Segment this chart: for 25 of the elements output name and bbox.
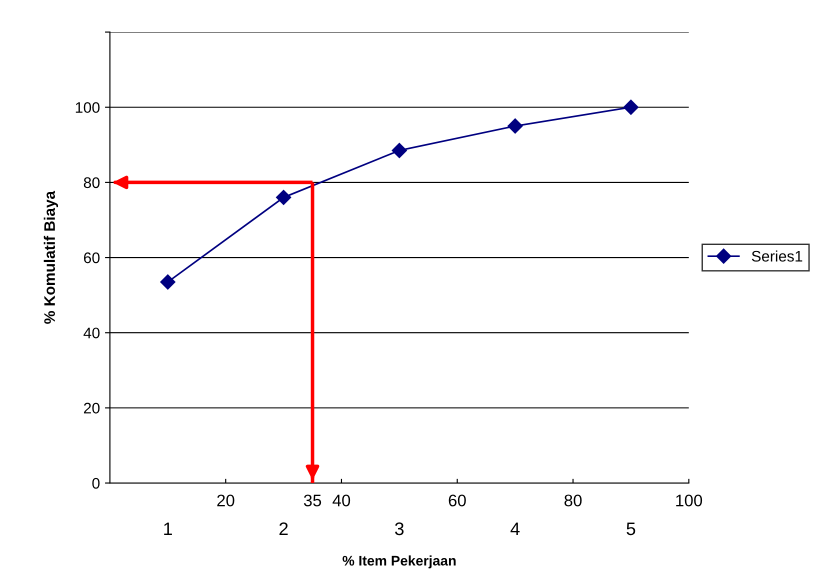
point	[160, 274, 176, 290]
point	[508, 118, 523, 134]
x-tick-label: 4	[510, 522, 520, 536]
x2-tick-label: 60	[448, 494, 466, 506]
x2-tick-label: 40	[332, 494, 350, 506]
x-tick-label: 3	[395, 522, 404, 536]
y-tick-label: 20	[84, 402, 100, 414]
x2-tick-label: 20	[217, 494, 234, 506]
x2-tick-label: 35	[304, 494, 322, 506]
x2-tick-label: 80	[564, 494, 582, 506]
x2-tick-label: 100	[676, 494, 702, 506]
x-tick-label: 1	[164, 522, 172, 536]
y-tick-label: 100	[76, 102, 100, 113]
x-axis-title: % Item Pekerjaan	[342, 555, 456, 568]
y-axis-title: % Komulatif Biaya	[44, 190, 58, 324]
y-tick-label: 80	[84, 177, 100, 188]
legend-label: Series1	[752, 250, 802, 262]
y-tick-label: 60	[84, 252, 100, 264]
x-tick-label: 2	[279, 522, 288, 536]
point	[623, 100, 638, 115]
y-tick-label: 40	[84, 328, 100, 338]
point	[276, 190, 292, 206]
x-tick-label: 5	[626, 522, 636, 536]
point	[392, 142, 407, 158]
y-tick-label: 0	[92, 478, 100, 489]
